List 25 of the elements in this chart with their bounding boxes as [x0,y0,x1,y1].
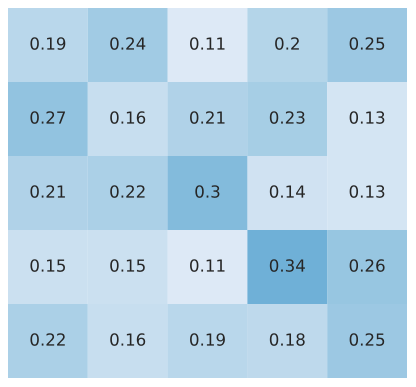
data-label: 0.19 [190,333,225,346]
data-label: 0.16 [110,333,146,346]
data-label: 0.16 [110,111,146,124]
data-label: 0.18 [270,333,305,346]
data-label: 0.25 [350,37,384,50]
data-label: 0.21 [190,111,225,124]
data-label: 0.23 [270,111,305,124]
data-label: 0.13 [350,185,384,198]
data-label: 0.21 [30,185,65,198]
data-label: 0.22 [110,185,145,198]
data-label: 0.11 [190,37,225,50]
data-label: 0.15 [30,259,65,272]
data-label: 0.11 [190,259,225,272]
data-label: 0.22 [30,333,65,346]
data-label: 0.26 [350,259,385,272]
data-label: 0.19 [30,37,66,50]
data-label: 0.34 [270,259,305,272]
data-label: 0.27 [30,111,66,124]
data-label: 0.13 [350,111,384,124]
data-label: 0.15 [110,259,145,272]
data-label: 0.3 [195,185,220,198]
data-label: 0.14 [270,185,305,198]
data-label: 0.2 [275,37,299,50]
data-label: 0.24 [110,37,146,50]
data-label: 0.25 [350,333,384,346]
